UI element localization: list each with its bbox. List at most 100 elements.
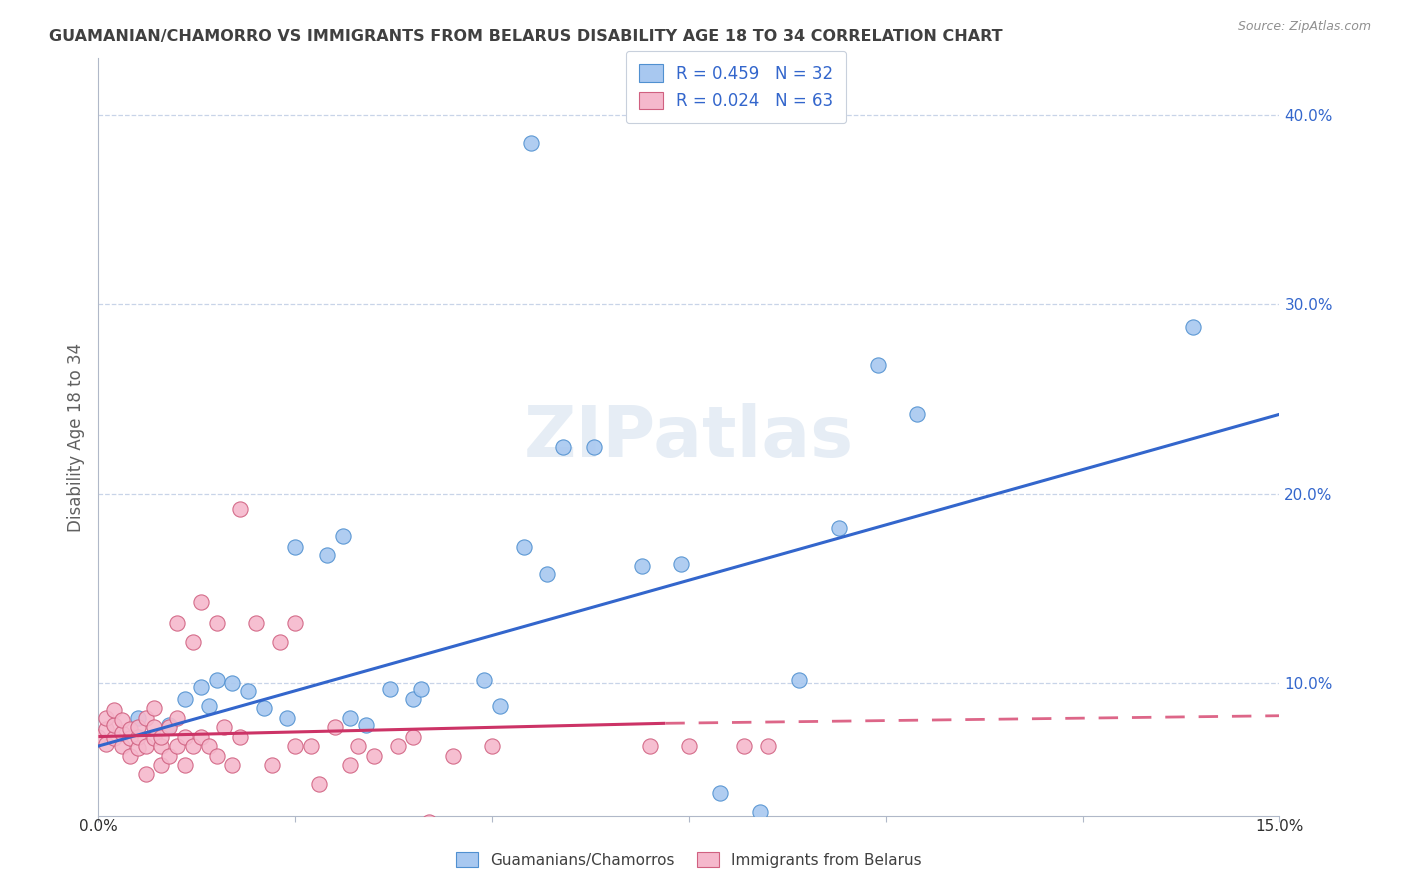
Point [756,739,779,753]
Point [402,730,425,744]
Point [127,720,149,734]
Point [214,720,236,734]
Point [166,615,188,630]
Point [111,739,134,753]
Point [299,739,322,753]
Point [260,758,283,772]
Text: Source: ZipAtlas.com: Source: ZipAtlas.com [1237,20,1371,33]
Point [748,805,770,820]
Point [630,558,652,573]
Point [111,726,134,740]
Point [669,557,692,571]
Point [512,540,534,554]
Point [150,758,173,772]
Point [127,710,149,724]
Point [135,710,157,724]
Point [142,731,165,746]
Point [339,710,361,724]
Point [150,739,173,753]
Point [354,718,377,732]
Point [181,635,204,649]
Y-axis label: Disability Age 18 to 34: Disability Age 18 to 34 [66,343,84,532]
Point [284,739,307,753]
Point [111,713,134,727]
Point [787,673,810,687]
Point [157,718,180,732]
Point [166,710,188,724]
Point [103,731,125,746]
Point [709,787,731,801]
Legend: R = 0.459   N = 32, R = 0.024   N = 63: R = 0.459 N = 32, R = 0.024 N = 63 [626,51,846,123]
Point [174,730,197,744]
Point [229,502,252,516]
Point [269,635,291,649]
Point [96,722,118,736]
Point [205,673,228,687]
Point [150,730,173,744]
Point [190,730,212,744]
Point [315,548,337,562]
Point [181,739,204,753]
Point [583,440,606,454]
Point [96,710,118,724]
Point [411,682,433,697]
Point [733,739,755,753]
Point [96,737,118,751]
Point [142,701,165,715]
Point [308,777,330,791]
Point [402,691,425,706]
Point [481,739,503,753]
Point [174,758,197,772]
Point [142,720,165,734]
Point [135,767,157,781]
Point [323,720,346,734]
Point [520,136,543,151]
Point [229,730,252,744]
Point [118,722,141,736]
Point [472,673,495,687]
Point [190,680,212,694]
Point [103,718,125,732]
Point [157,748,180,763]
Point [253,701,276,715]
Text: GUAMANIAN/CHAMORRO VS IMMIGRANTS FROM BELARUS DISABILITY AGE 18 TO 34 CORRELATIO: GUAMANIAN/CHAMORRO VS IMMIGRANTS FROM BE… [49,29,1002,44]
Text: 15.0%: 15.0% [1256,820,1303,834]
Point [135,739,157,753]
Point [418,814,440,829]
Point [284,615,307,630]
Point [363,748,385,763]
Point [551,440,574,454]
Point [205,748,228,763]
Point [387,739,409,753]
Point [347,739,370,753]
Text: ZIPatlas: ZIPatlas [524,402,853,472]
Point [441,748,464,763]
Point [332,528,354,542]
Point [678,739,700,753]
Point [489,699,512,714]
Point [197,699,219,714]
Point [339,758,361,772]
Point [284,540,307,554]
Point [197,739,219,753]
Point [905,407,928,421]
Point [245,615,267,630]
Point [536,566,558,581]
Point [221,676,243,690]
Point [205,615,228,630]
Point [221,758,243,772]
Point [157,720,180,734]
Point [127,730,149,744]
Point [378,682,401,697]
Point [118,748,141,763]
Legend: Guamanians/Chamorros, Immigrants from Belarus: Guamanians/Chamorros, Immigrants from Be… [449,844,929,875]
Point [103,703,125,717]
Point [638,739,661,753]
Point [866,358,889,372]
Point [127,740,149,755]
Point [236,684,259,698]
Point [118,731,141,746]
Point [166,739,188,753]
Point [87,730,110,744]
Point [174,691,197,706]
